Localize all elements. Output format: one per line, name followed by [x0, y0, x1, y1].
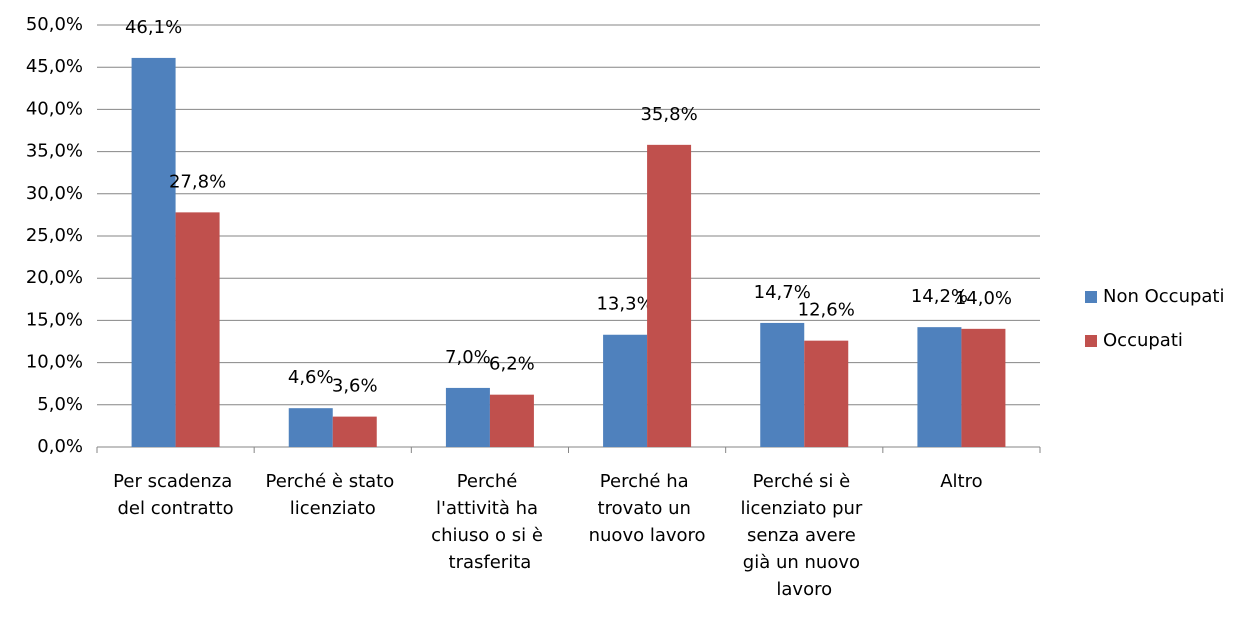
x-tick-label: Perché è stato licenziato	[266, 471, 400, 519]
legend-swatch	[1085, 335, 1097, 347]
bar	[288, 408, 333, 447]
y-tick-label: 25,0%	[26, 225, 83, 246]
data-label: 13,3%	[596, 294, 653, 315]
bar	[917, 327, 962, 447]
data-label: 35,8%	[640, 104, 697, 125]
bar	[131, 57, 176, 447]
data-label: 46,1%	[125, 17, 182, 38]
bar	[804, 340, 849, 447]
y-tick-label: 20,0%	[26, 267, 83, 288]
bar	[647, 144, 692, 447]
y-tick-label: 50,0%	[26, 14, 83, 35]
data-label: 14,7%	[754, 282, 811, 303]
y-tick-label: 15,0%	[26, 309, 83, 330]
legend-label: Occupati	[1103, 330, 1183, 351]
y-tick-label: 35,0%	[26, 141, 83, 162]
bar	[175, 212, 220, 447]
y-tick-label: 5,0%	[37, 394, 83, 415]
bar	[489, 394, 534, 447]
y-tick-label: 45,0%	[26, 56, 83, 77]
bar	[760, 322, 805, 447]
y-tick-label: 10,0%	[26, 352, 83, 373]
x-tick-label: Perché l'attività ha chiuso o si è trasf…	[431, 471, 548, 573]
bar	[603, 334, 648, 447]
data-label: 4,6%	[288, 367, 334, 388]
x-tick-label: Altro	[940, 471, 982, 492]
bar	[961, 328, 1006, 447]
data-label: 7,0%	[445, 347, 491, 368]
y-tick-label: 30,0%	[26, 183, 83, 204]
bar	[445, 387, 490, 447]
x-tick-label: Per scadenza del contratto	[113, 471, 238, 519]
data-label: 14,0%	[955, 288, 1012, 309]
legend-swatch	[1085, 291, 1097, 303]
y-tick-label: 0,0%	[37, 436, 83, 457]
data-label: 12,6%	[798, 300, 855, 321]
data-label: 14,2%	[911, 286, 968, 307]
data-label: 27,8%	[169, 171, 226, 192]
data-label: 6,2%	[489, 354, 535, 375]
data-label: 3,6%	[332, 376, 378, 397]
legend-label: Non Occupati	[1103, 286, 1225, 307]
x-tick-label: Perché si è licenziato pur senza avere g…	[740, 471, 868, 600]
x-tick-label: Perché ha trovato un nuovo lavoro	[589, 471, 706, 546]
bar	[332, 416, 377, 447]
y-tick-label: 40,0%	[26, 98, 83, 119]
